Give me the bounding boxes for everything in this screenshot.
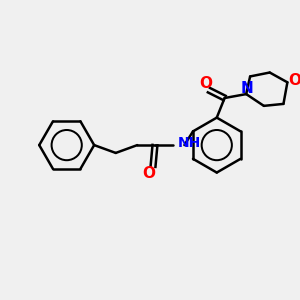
Text: O: O <box>200 76 212 91</box>
Text: O: O <box>142 166 156 181</box>
Text: N: N <box>241 81 253 96</box>
Text: NH: NH <box>178 136 201 150</box>
Text: O: O <box>288 73 300 88</box>
